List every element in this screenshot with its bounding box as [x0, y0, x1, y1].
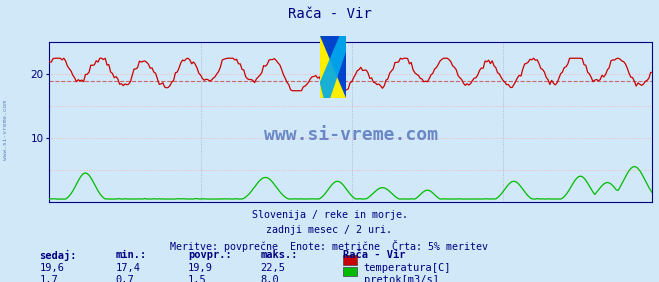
Text: 0,7: 0,7: [115, 275, 134, 282]
Text: 19,9: 19,9: [188, 263, 213, 273]
Text: povpr.:: povpr.:: [188, 250, 231, 259]
Text: sedaj:: sedaj:: [40, 250, 77, 261]
Text: 1,7: 1,7: [40, 275, 58, 282]
Text: 1,5: 1,5: [188, 275, 206, 282]
Text: maks.:: maks.:: [260, 250, 298, 259]
Text: min.:: min.:: [115, 250, 146, 259]
Text: 22,5: 22,5: [260, 263, 285, 273]
Text: pretok[m3/s]: pretok[m3/s]: [364, 275, 439, 282]
Text: 17,4: 17,4: [115, 263, 140, 273]
Text: www.si-vreme.com: www.si-vreme.com: [264, 126, 438, 144]
Text: Rača - Vir: Rača - Vir: [287, 7, 372, 21]
Text: 19,6: 19,6: [40, 263, 65, 273]
Text: Slovenija / reke in morje.: Slovenija / reke in morje.: [252, 210, 407, 220]
Text: zadnji mesec / 2 uri.: zadnji mesec / 2 uri.: [266, 225, 393, 235]
Text: temperatura[C]: temperatura[C]: [364, 263, 451, 273]
Text: Rača - Vir: Rača - Vir: [343, 250, 405, 259]
Text: 8,0: 8,0: [260, 275, 279, 282]
Text: Meritve: povprečne  Enote: metrične  Črta: 5% meritev: Meritve: povprečne Enote: metrične Črta:…: [171, 240, 488, 252]
Polygon shape: [320, 36, 346, 98]
Text: www.si-vreme.com: www.si-vreme.com: [3, 100, 8, 160]
Polygon shape: [320, 36, 346, 98]
